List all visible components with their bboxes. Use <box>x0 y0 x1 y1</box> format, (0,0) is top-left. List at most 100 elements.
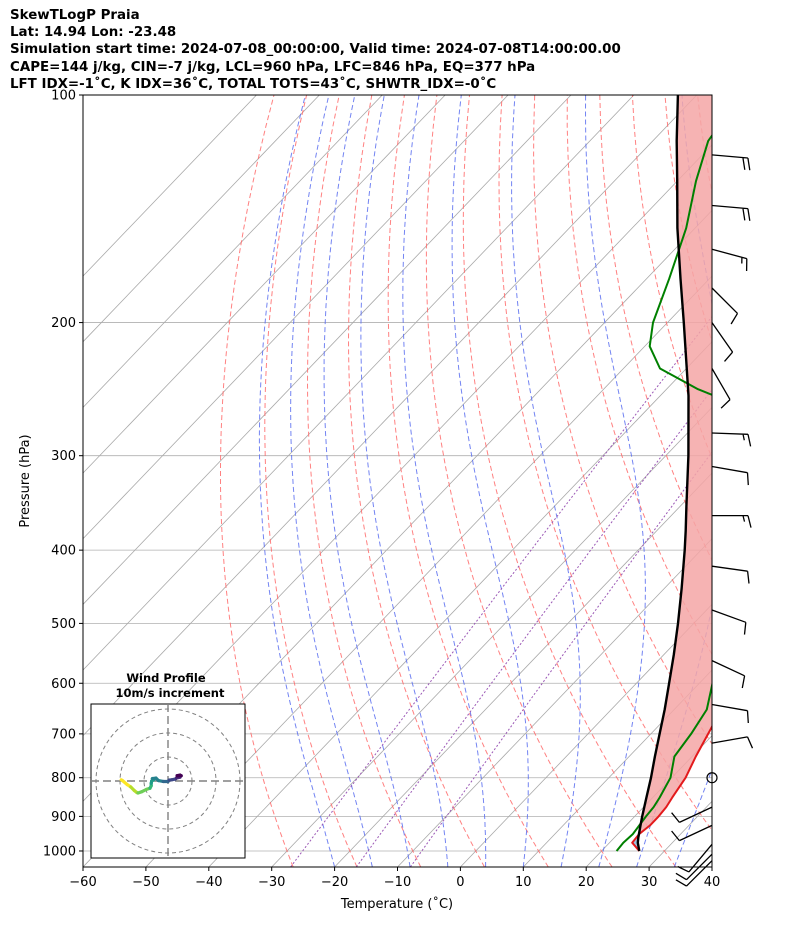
wind-barb <box>675 853 713 881</box>
x-tick-label: −60 <box>69 875 96 890</box>
dry-adiabat-line <box>347 95 485 867</box>
y-tick-label: 200 <box>51 316 76 331</box>
moist-adiabat-line <box>451 95 529 867</box>
cin-area <box>638 95 712 835</box>
y-tick-label: 1000 <box>43 844 76 859</box>
cape-cin-fills <box>632 95 712 851</box>
wind-barbs <box>671 154 754 887</box>
wind-barb <box>711 565 750 584</box>
isotherm-line <box>83 95 509 540</box>
isotherm-line <box>711 866 712 867</box>
wind-barb <box>712 514 752 528</box>
y-tick-label: 400 <box>51 544 76 559</box>
x-tick-label: −20 <box>321 875 348 890</box>
dry-adiabat-line <box>599 95 712 562</box>
y-tick-label: 900 <box>51 810 76 825</box>
dry-adiabat-line <box>425 95 613 867</box>
x-axis-label: Temperature (˚C) <box>340 896 453 912</box>
x-tick-label: −10 <box>384 875 411 890</box>
hodograph-segment <box>175 773 182 778</box>
moist-adiabat-line <box>323 95 411 867</box>
dry-adiabat-line <box>264 95 358 867</box>
isotherm-line <box>523 669 712 867</box>
isotherm-line <box>83 95 698 737</box>
moist-adiabat-line <box>360 95 449 867</box>
dry-adiabat-line <box>462 95 677 867</box>
y-axis-label: Pressure (hPa) <box>18 434 33 527</box>
isotherm-line <box>83 95 383 408</box>
wind-barb <box>675 860 713 887</box>
isotherm-line <box>83 95 572 605</box>
dry-adiabat-line <box>763 95 794 867</box>
isotherm-line <box>775 95 794 867</box>
wind-barb <box>711 432 752 447</box>
isotherm-line <box>83 95 320 343</box>
temperature-profile-line <box>631 724 712 852</box>
wind-barb <box>711 660 746 689</box>
wind-barb <box>711 204 751 221</box>
parcel-profile-line <box>636 95 690 852</box>
isotherm-line <box>83 95 446 474</box>
y-tick-label: 700 <box>51 727 76 742</box>
mixing-ratio-line <box>355 388 712 867</box>
x-tick-label: 0 <box>456 875 464 890</box>
y-axis-ticks: 100 200 300 400 500 600 700 800 900 1000 <box>43 89 83 859</box>
isotherm-line <box>460 603 712 867</box>
y-tick-label: 100 <box>51 89 76 104</box>
isotherm-line <box>83 95 257 277</box>
y-tick-label: 300 <box>51 449 76 464</box>
dry-adiabat-line <box>387 95 549 867</box>
isotherm-line <box>271 406 712 867</box>
wind-barb <box>711 287 739 325</box>
isotherm-line <box>334 472 712 867</box>
y-tick-label: 500 <box>51 617 76 632</box>
chart-title: SkewTLogP Praia <box>10 8 140 23</box>
wind-barb <box>671 806 713 823</box>
wind-barb <box>671 824 713 842</box>
location-text: Lat: 14.94 Lon: -23.48 <box>10 25 177 41</box>
wind-barb <box>711 248 748 272</box>
dry-adiabat-line <box>220 95 294 867</box>
profile-lines <box>615 95 712 852</box>
dry-adiabat-line <box>306 95 422 867</box>
hodograph-title: Wind Profile <box>126 671 206 685</box>
moist-adiabat-line <box>402 95 487 867</box>
y-tick-label: 600 <box>51 677 76 692</box>
dewpoint-profile-line <box>615 133 712 852</box>
hodograph-subtitle: 10m/s increment <box>116 686 225 700</box>
moist-adiabat-line <box>673 768 712 867</box>
indices-text: LFT IDX=-1˚C, K IDX=36˚C, TOTAL TOTS=43˚… <box>10 76 497 92</box>
wind-barb <box>711 703 749 724</box>
wind-barb <box>711 736 754 749</box>
x-tick-label: 20 <box>578 875 595 890</box>
x-tick-label: −30 <box>258 875 285 890</box>
isotherm-line <box>208 341 712 867</box>
moist-adiabat-line <box>290 95 373 867</box>
x-tick-label: −40 <box>195 875 222 890</box>
params-text: CAPE=144 j/kg, CIN=-7 j/kg, LCL=960 hPa,… <box>10 59 536 75</box>
isotherm-line <box>585 735 712 867</box>
wind-barb <box>711 609 747 635</box>
wind-barb <box>711 368 731 409</box>
isotherm-line <box>83 95 635 671</box>
chart-header: SkewTLogP Praia Lat: 14.94 Lon: -23.48 S… <box>10 7 621 93</box>
moist-adiabat-line <box>258 95 336 867</box>
isotherm-line <box>397 538 712 867</box>
wind-barb <box>711 322 734 362</box>
calm-wind-circle <box>706 772 718 784</box>
mixing-ratio-line <box>290 315 712 867</box>
x-tick-label: 10 <box>515 875 532 890</box>
mixing-ratio-line <box>409 451 712 867</box>
isotherm-line <box>145 275 712 867</box>
wind-barb <box>711 465 749 486</box>
dry-adiabat-line <box>730 95 794 867</box>
moist-adiabat-line <box>584 95 646 867</box>
time-text: Simulation start time: 2024-07-08_00:00:… <box>10 42 621 58</box>
x-tick-label: −50 <box>132 875 159 890</box>
x-axis-ticks: −60 −50 −40 −30 −20 −10 0 10 20 30 40 <box>69 867 720 890</box>
hodograph-trace <box>119 773 183 795</box>
wind-barb <box>677 843 713 873</box>
hodograph-inset: Wind Profile 10m/s increment <box>90 671 246 859</box>
x-tick-label: 30 <box>641 875 658 890</box>
